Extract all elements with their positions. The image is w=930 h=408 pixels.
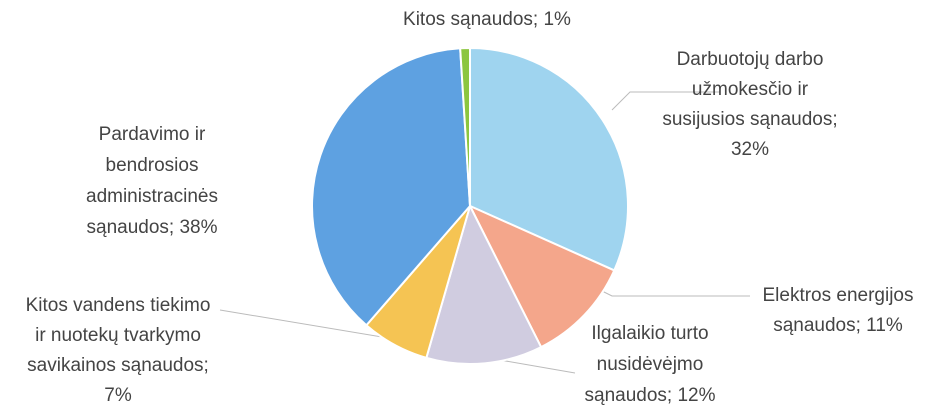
pie-slice	[467, 203, 616, 349]
data-label-line: Pardavimo ir	[99, 124, 206, 145]
data-label-line: Kitos vandens tiekimo	[26, 295, 211, 316]
data-label-line: Ilgalaikio turto	[591, 323, 708, 344]
leader-line	[611, 91, 720, 111]
pie-slice	[459, 46, 471, 207]
data-label-line: sąnaudos; 38%	[87, 217, 218, 238]
data-label: Kitos sąnaudos; 1%	[403, 9, 571, 30]
leader-lines	[219, 91, 750, 374]
data-label-line: užmokesčio ir	[692, 79, 809, 100]
data-label-line: susijusios sąnaudos;	[662, 109, 837, 130]
data-label-line: administracinės	[86, 186, 218, 207]
leader-line	[219, 309, 401, 341]
data-label: Pardavimo ir bendrosios administracinės sąn…	[86, 124, 218, 238]
data-label-line: nusidėvėjmo	[597, 354, 704, 375]
data-label: Elektros energijos sąnaudos; 11%	[762, 285, 913, 336]
data-label: Ilgalaikio turto nusidėvėjmo sąnaudos; 12%	[585, 323, 716, 406]
data-label-line: sąnaudos; 12%	[585, 385, 716, 406]
pie-slice	[311, 47, 472, 327]
leader-line	[599, 289, 750, 297]
data-label-line: bendrosios	[106, 155, 199, 176]
data-label: Darbuotojų darbo užmokesčio ir susijusios …	[662, 49, 837, 160]
data-label-line: savikainos sąnaudos;	[27, 355, 209, 376]
data-label-line: Darbuotojų darbo	[677, 49, 824, 70]
data-label: Kitos vandens tiekimo ir nuotekų tvarkymo…	[26, 295, 211, 406]
data-label-line: ir nuotekų tvarkymo	[35, 325, 201, 346]
data-label-line: Kitos sąnaudos; 1%	[403, 9, 571, 30]
data-label-line: 32%	[731, 139, 769, 160]
data-label-line: 7%	[104, 385, 132, 406]
leader-line	[499, 359, 576, 374]
data-label-line: sąnaudos; 11%	[773, 315, 903, 336]
data-label-line: Elektros energijos	[762, 285, 913, 306]
pie-slice	[425, 203, 543, 365]
pie-slice	[469, 46, 629, 272]
